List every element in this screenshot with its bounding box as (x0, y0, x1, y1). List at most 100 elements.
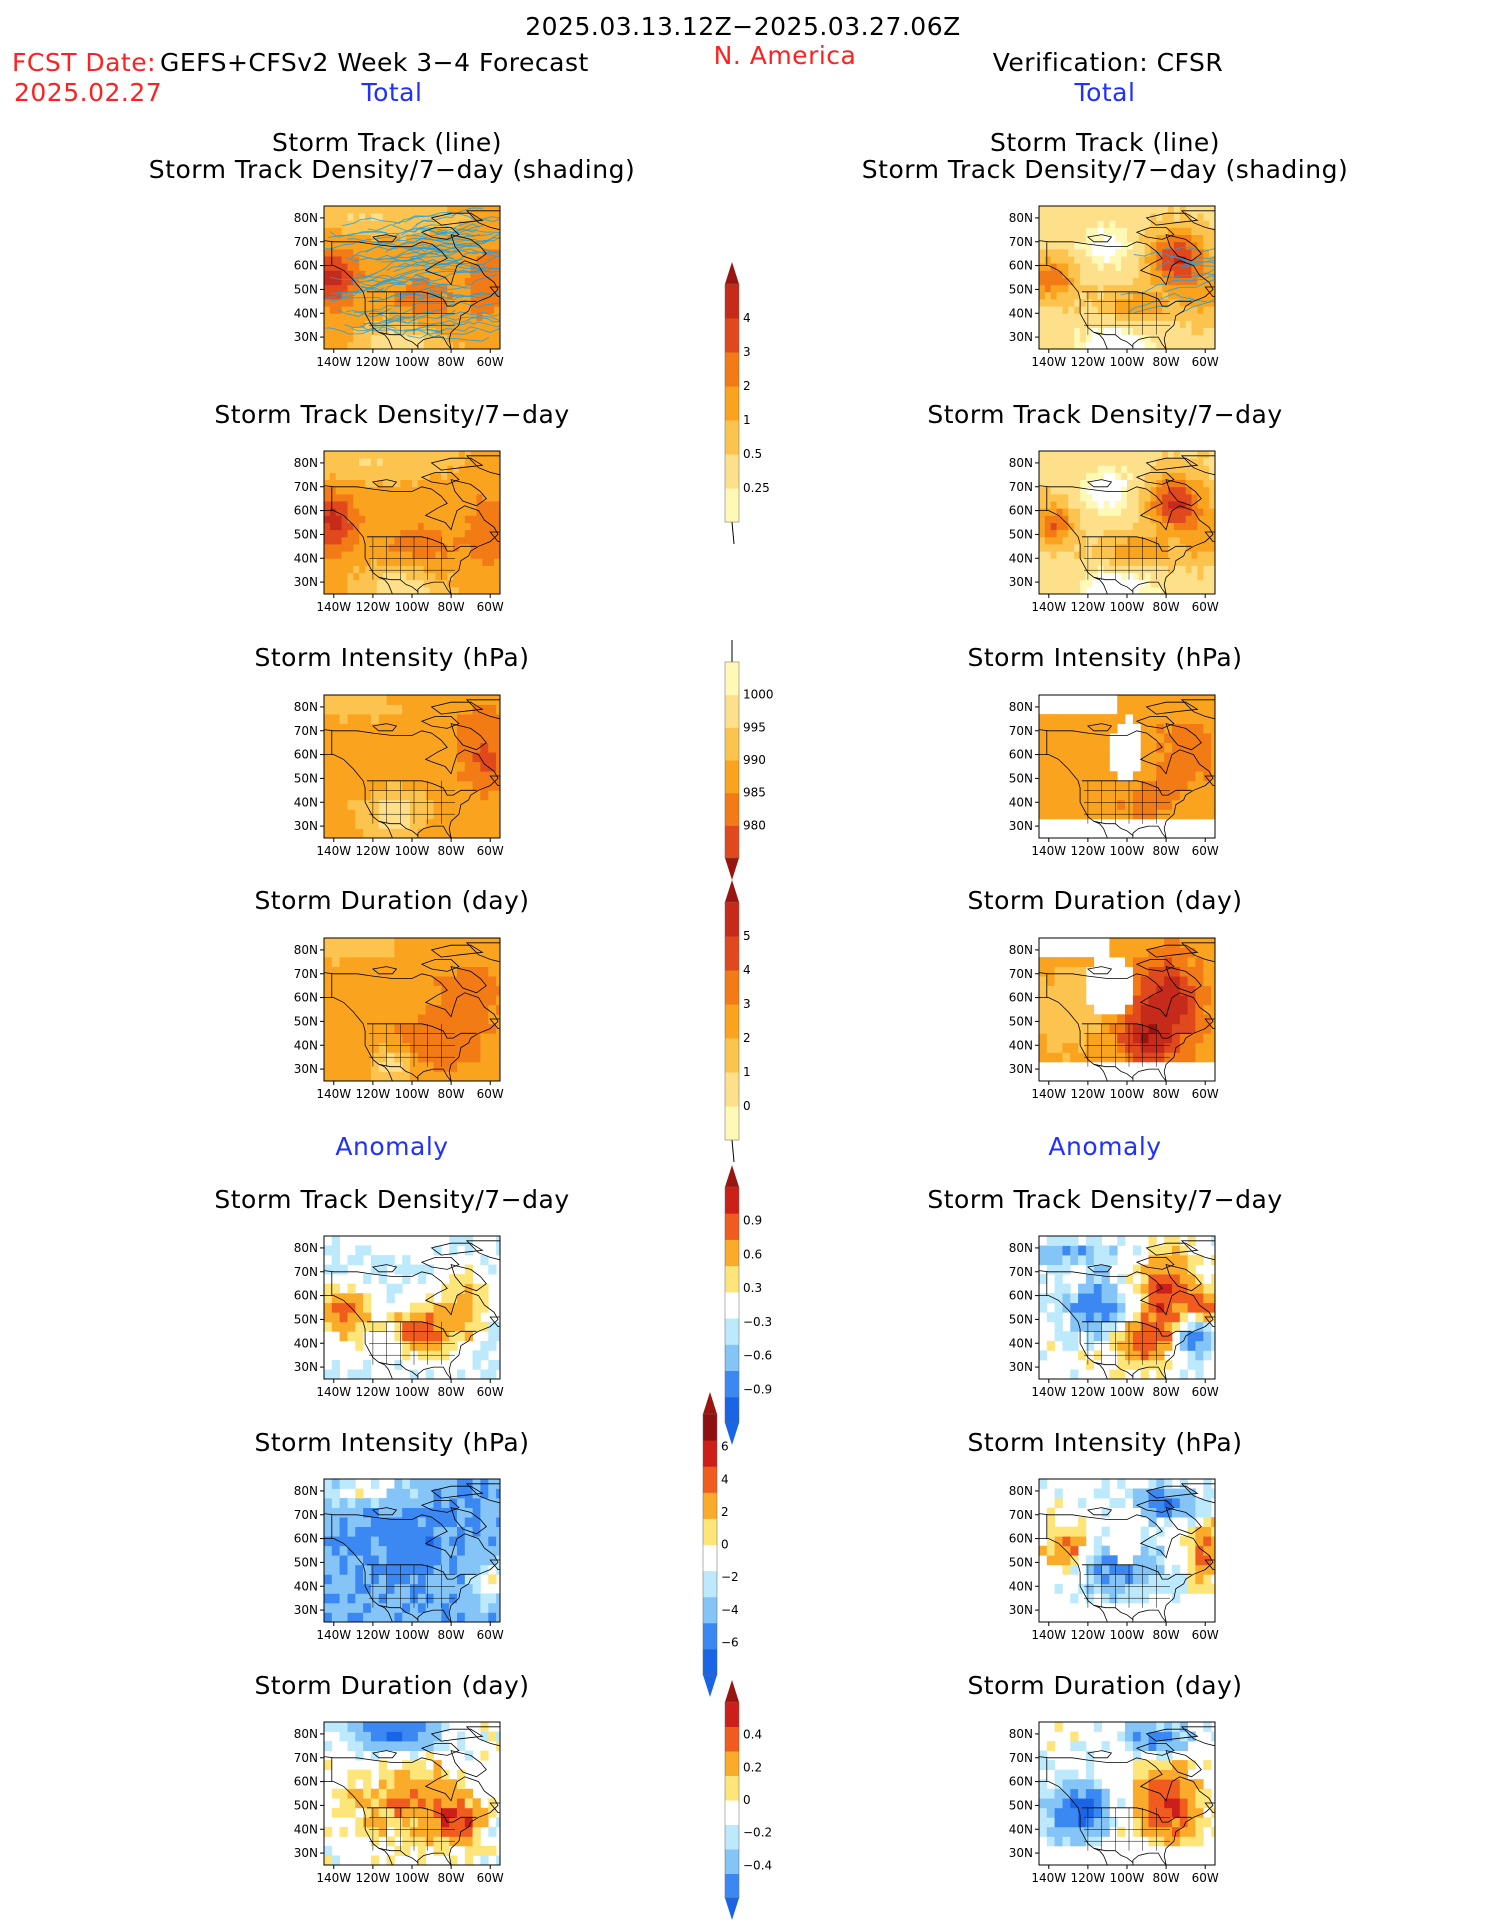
grid-cell (433, 1722, 442, 1732)
grid-cell (1121, 313, 1128, 321)
grid-cell (1203, 752, 1212, 763)
grid-cell (1144, 493, 1151, 502)
grid-cell (1050, 327, 1057, 336)
grid-cell (1156, 586, 1163, 594)
grid-cell (1179, 522, 1187, 531)
grid-cell (1148, 985, 1157, 996)
grid-cell (453, 277, 460, 286)
grid-cell (1179, 733, 1188, 743)
grid-cell (1144, 558, 1151, 566)
grid-cell (464, 277, 472, 286)
grid-cell (378, 695, 387, 705)
grid-cell (423, 586, 430, 594)
grid-cell (382, 515, 389, 523)
grid-cell (472, 966, 481, 977)
grid-cell (1144, 291, 1151, 300)
grid-cell (1054, 976, 1063, 986)
lon-tick-label: 140W (316, 355, 351, 369)
grid-cell (1091, 544, 1099, 552)
grid-cell (464, 472, 472, 480)
grid-cell (476, 320, 483, 328)
grid-cell (355, 1612, 364, 1622)
grid-cell (1093, 742, 1102, 753)
grid-cell (435, 277, 442, 286)
grid-cell (1168, 241, 1175, 250)
grid-cell (406, 320, 413, 328)
lat-tick-label: 40N (294, 551, 318, 565)
grid-cell (1085, 263, 1093, 271)
grid-cell (1115, 536, 1122, 545)
grid-cell (347, 248, 354, 257)
lon-tick-label: 60W (477, 844, 504, 858)
grid-cell (1203, 714, 1212, 724)
lat-tick-label: 80N (294, 456, 318, 470)
grid-cell (458, 270, 466, 278)
grid-cell (1080, 248, 1087, 257)
grid-cell (464, 995, 473, 1006)
grid-cell (464, 1042, 473, 1053)
grid-cell (1085, 1293, 1095, 1304)
grid-cell (1156, 306, 1163, 314)
grid-cell (496, 704, 500, 715)
grid-cell (1121, 472, 1128, 480)
grid-cell (1203, 458, 1210, 466)
grid-cell (1054, 1004, 1063, 1015)
grid-cell (386, 1255, 395, 1265)
grid-cell (347, 733, 356, 743)
lat-tick-label: 70N (1009, 235, 1033, 249)
grid-cell (1156, 966, 1165, 977)
lon-tick-label: 140W (316, 1385, 351, 1399)
grid-cell (1117, 714, 1126, 724)
lat-tick-label: 30N (294, 1603, 318, 1617)
grid-cell (482, 234, 489, 243)
grid-cell (1085, 1359, 1095, 1370)
grid-cell (341, 227, 348, 235)
grid-cell (1168, 486, 1175, 495)
grid-cell (412, 579, 419, 588)
grid-cell (429, 479, 436, 488)
grid-cell (464, 1612, 473, 1622)
grid-cell (464, 1593, 473, 1604)
grid-cell (1074, 263, 1081, 271)
grid-cell (406, 263, 413, 271)
grid-cell (1132, 966, 1142, 977)
lon-tick-label: 100W (395, 1871, 430, 1885)
grid-cell (458, 458, 466, 466)
grid-cell (425, 790, 434, 801)
grid-cell (339, 1722, 348, 1732)
grid-cell (1138, 313, 1145, 321)
grid-cell (1109, 558, 1116, 566)
grid-cell (1179, 465, 1187, 473)
grid-cell (1121, 227, 1128, 235)
grid-cell (476, 299, 483, 307)
grid-cell (1203, 472, 1210, 480)
grid-cell (355, 1255, 364, 1265)
grid-cell (1140, 976, 1149, 986)
grid-cell (370, 704, 380, 715)
grid-cell (402, 1845, 411, 1856)
grid-cell (1209, 341, 1215, 349)
grid-cell (1101, 1264, 1110, 1275)
grid-cell (1078, 723, 1087, 734)
grid-cell (1187, 1042, 1196, 1053)
island-coast (489, 1802, 500, 1813)
grid-cell (472, 1826, 481, 1837)
grid-cell (447, 241, 454, 250)
grid-cell (355, 733, 364, 743)
grid-cell (488, 742, 497, 753)
grid-cell (1197, 263, 1204, 271)
grid-cell (1074, 234, 1081, 243)
grid-cell (429, 544, 436, 552)
grid-cell (402, 1526, 411, 1537)
grid-cell (394, 206, 401, 214)
grid-cell (429, 213, 436, 221)
grid-cell (1097, 284, 1104, 293)
grid-cell (1132, 771, 1142, 782)
lon-tick-label: 80W (1153, 844, 1180, 858)
grid-cell (1070, 995, 1079, 1006)
grid-cell (394, 1788, 403, 1799)
grid-cell (433, 790, 442, 801)
grid-cell (1203, 966, 1212, 977)
grid-cell (1179, 529, 1187, 538)
grid-cell (472, 1564, 481, 1575)
